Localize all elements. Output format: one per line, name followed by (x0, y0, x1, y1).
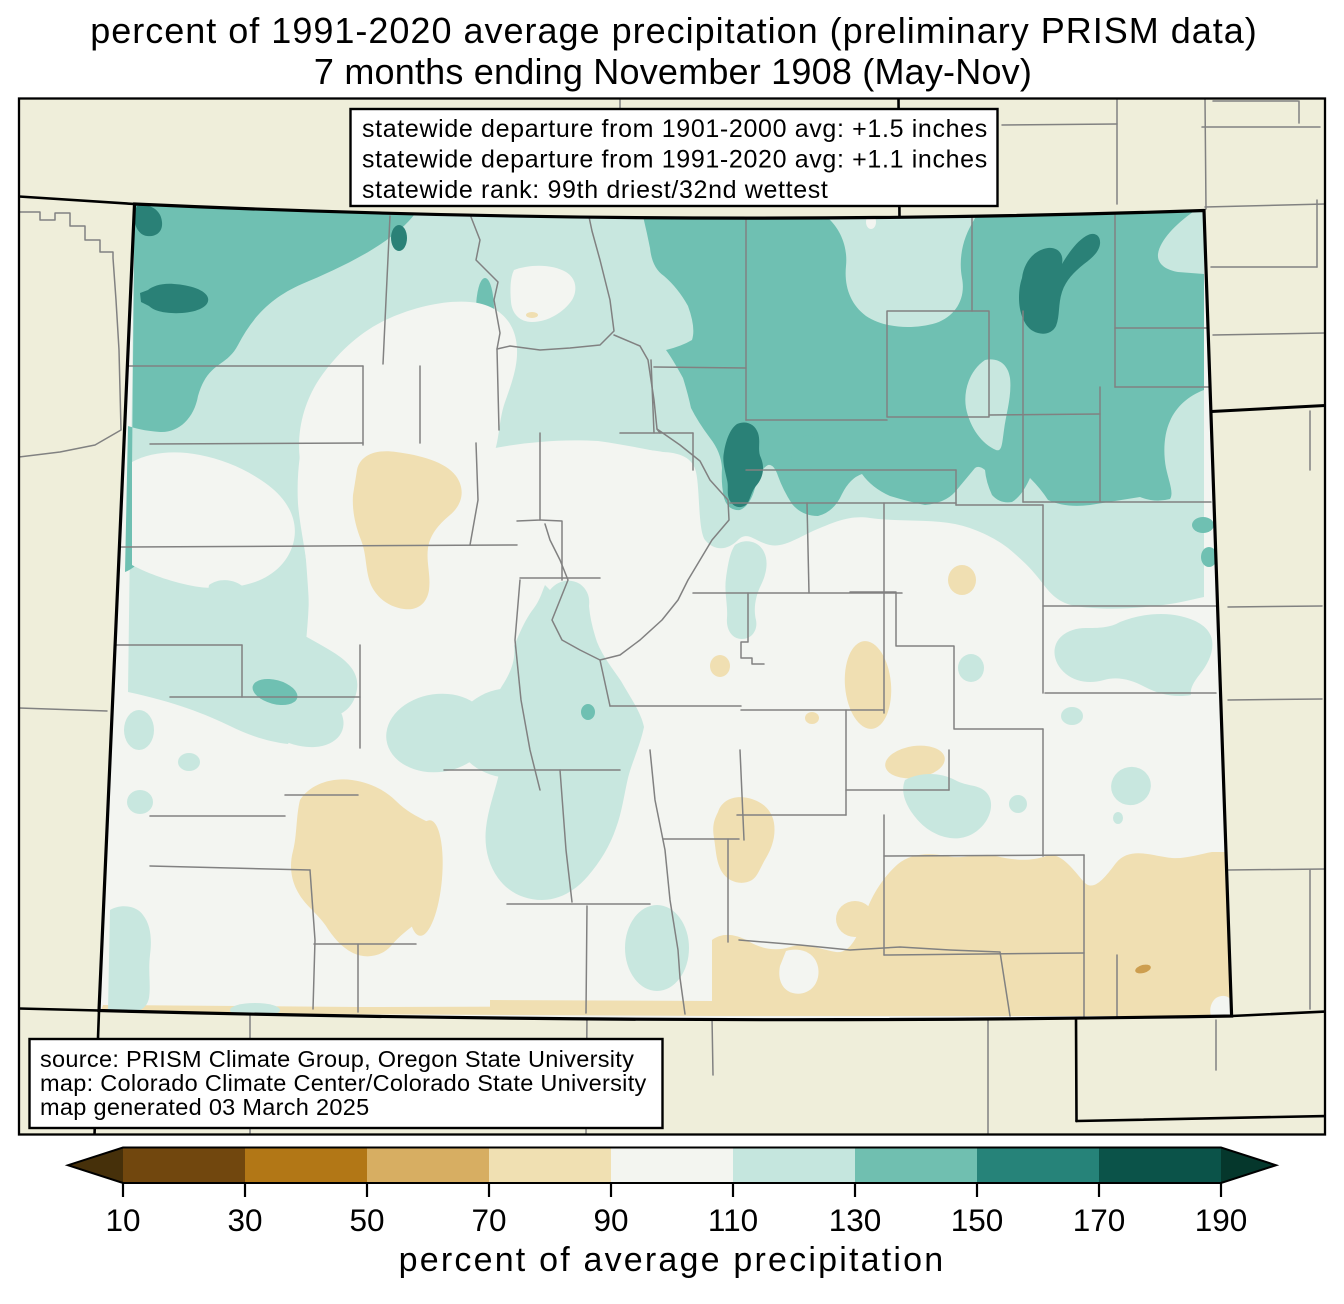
svg-text:percent of average precipitati: percent of average precipitation (399, 1241, 946, 1279)
svg-text:statewide departure from 1991-: statewide departure from 1991-2020 avg: … (362, 146, 988, 174)
svg-text:percent of 1991-2020 average p: percent of 1991-2020 average precipitati… (90, 10, 1258, 51)
svg-text:110: 110 (708, 1202, 758, 1238)
svg-text:130: 130 (829, 1202, 882, 1238)
svg-text:70: 70 (471, 1202, 506, 1238)
svg-text:170: 170 (1073, 1202, 1126, 1238)
svg-text:source: PRISM Climate Group, O: source: PRISM Climate Group, Oregon Stat… (40, 1046, 634, 1072)
svg-text:statewide rank: 99th driest/32: statewide rank: 99th driest/32nd wettest (362, 176, 829, 204)
svg-text:7 months ending November 1908: 7 months ending November 1908 (May-Nov) (314, 51, 1032, 92)
svg-text:50: 50 (349, 1202, 384, 1238)
svg-text:map generated 03 March 2025: map generated 03 March 2025 (40, 1094, 369, 1120)
svg-text:statewide departure from 1901-: statewide departure from 1901-2000 avg: … (362, 115, 988, 143)
svg-text:190: 190 (1195, 1202, 1248, 1238)
svg-text:90: 90 (593, 1202, 628, 1238)
svg-text:30: 30 (227, 1202, 262, 1238)
svg-text:150: 150 (951, 1202, 1004, 1238)
svg-text:map: Colorado Climate Center/C: map: Colorado Climate Center/Colorado St… (40, 1070, 647, 1096)
svg-text:10: 10 (105, 1202, 140, 1238)
